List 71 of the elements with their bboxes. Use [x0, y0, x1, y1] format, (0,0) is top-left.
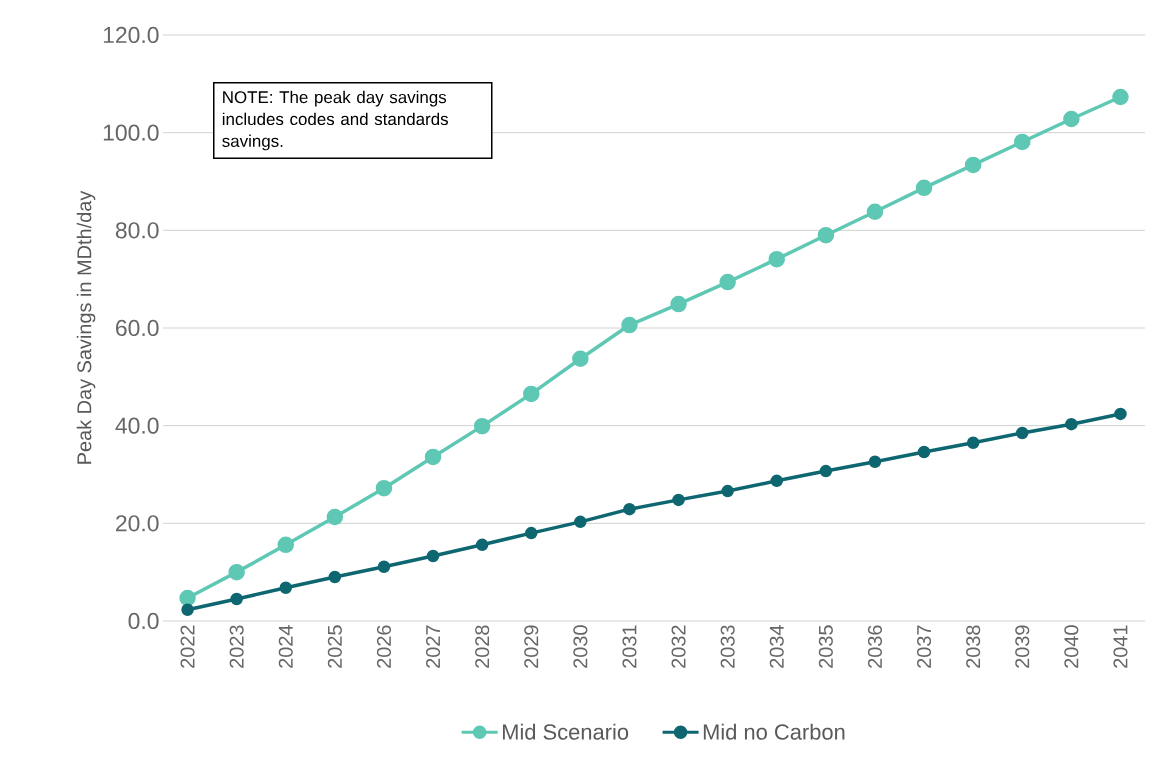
point: [572, 350, 589, 367]
point: [523, 385, 540, 403]
point: [672, 493, 685, 507]
point: [377, 560, 391, 574]
x-tick-label: 2031: [622, 625, 637, 668]
point: [1063, 110, 1080, 128]
point: [817, 226, 835, 244]
y-tick-label: 0.0: [128, 612, 159, 630]
x-tick-label: 2034: [769, 625, 784, 668]
x-tick-label: 2032: [671, 625, 686, 668]
point: [326, 508, 344, 526]
point: [426, 549, 440, 563]
x-tick-label: 2027: [426, 625, 441, 668]
x-tick-label: 2035: [818, 625, 833, 668]
point: [964, 156, 982, 174]
point: [475, 538, 489, 552]
annotation: NOTE: The peak day savings includes codes and standards savings.: [222, 90, 448, 151]
y-tick-label: 100.0: [103, 124, 159, 141]
point: [181, 603, 194, 616]
point: [179, 589, 196, 607]
x-tick-label: 2023: [229, 625, 244, 668]
point: [1016, 426, 1029, 440]
x-tick-label: 2029: [524, 625, 539, 668]
point: [277, 536, 295, 554]
x-tick-label: 2022: [180, 625, 195, 668]
point: [719, 273, 736, 291]
x-tick-label: 2037: [917, 625, 932, 668]
legend-label: Mid no Carbon: [703, 723, 845, 740]
x-tick-label: 2026: [376, 625, 392, 668]
x-tick-label: 2041: [1113, 625, 1128, 668]
point: [770, 474, 784, 488]
x-tick-label: 2038: [966, 625, 981, 668]
y-tick-label: 120.0: [103, 26, 159, 44]
point: [917, 445, 931, 459]
point: [670, 295, 687, 313]
point: [621, 316, 638, 334]
x-tick-label: 2036: [867, 625, 883, 668]
x-tick-label: 2033: [720, 625, 735, 668]
y-tick-label: 40.0: [115, 417, 159, 434]
y-tick-label: 20.0: [116, 515, 159, 532]
y-tick-label: 60.0: [116, 319, 159, 337]
point: [574, 515, 587, 529]
x-tick-label: 2039: [1015, 625, 1030, 668]
point: [1014, 133, 1031, 151]
legend-label: Mid Scenario: [502, 723, 629, 740]
point: [721, 484, 734, 498]
point: [424, 448, 442, 466]
point: [768, 250, 786, 268]
point: [328, 570, 342, 584]
x-tick-label: 2030: [573, 625, 588, 668]
point: [1112, 88, 1129, 106]
x-tick-label: 2028: [475, 625, 490, 668]
point: [230, 592, 243, 606]
point: [623, 502, 636, 516]
point: [1114, 407, 1127, 421]
point: [868, 455, 882, 469]
point: [966, 436, 980, 449]
point: [819, 464, 833, 478]
point: [228, 563, 245, 581]
x-tick-label: 2025: [327, 625, 342, 668]
point: [866, 203, 884, 221]
x-tick-label: 2040: [1064, 625, 1079, 668]
point: [915, 179, 933, 197]
point: [525, 526, 538, 540]
point: [473, 417, 491, 435]
point: [1065, 417, 1078, 431]
y-axis-title: Peak Day Savings in MDth/day: [76, 190, 96, 464]
x-tick-label: 2024: [278, 625, 293, 668]
point: [375, 479, 393, 497]
point: [279, 581, 293, 595]
y-tick-label: 80.0: [115, 222, 159, 239]
